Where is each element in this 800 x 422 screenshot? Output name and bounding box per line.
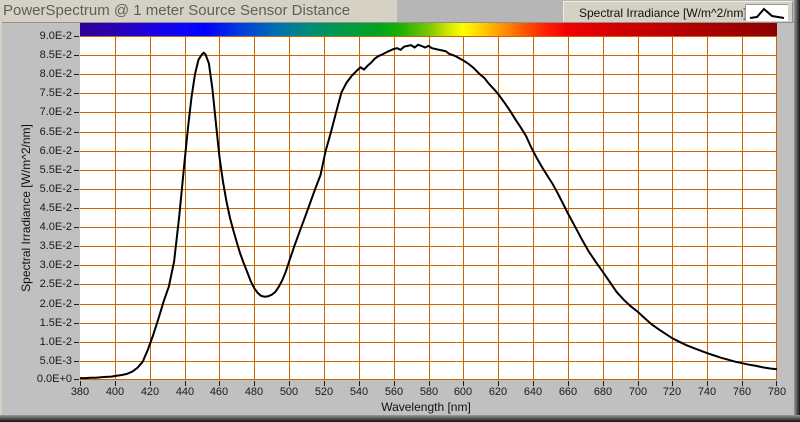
y-axis-tick — [74, 189, 79, 190]
y-axis-tick — [74, 151, 79, 152]
x-tick-label: 500 — [279, 386, 299, 398]
x-tick-label: 700 — [628, 386, 648, 398]
y-tick-label: 6.0E-2 — [39, 145, 72, 157]
x-axis-tick — [185, 381, 186, 386]
x-tick-label: 740 — [697, 386, 717, 398]
y-tick-label: 8.5E-2 — [39, 49, 72, 61]
x-axis-tick — [394, 381, 395, 386]
y-tick-label: 7.0E-2 — [39, 106, 72, 118]
x-tick-label: 420 — [140, 386, 160, 398]
y-tick-label: 8.0E-2 — [39, 68, 72, 80]
plot-area — [80, 36, 777, 380]
y-tick-label: 1.0E-2 — [39, 336, 72, 348]
y-axis-tick — [74, 93, 79, 94]
y-tick-label: 3.5E-2 — [39, 240, 72, 252]
x-axis-tick — [776, 381, 777, 386]
y-tick-label: 0.0E+0 — [36, 373, 72, 385]
y-axis-tick — [74, 132, 79, 133]
legend-label: Spectral Irradiance [W/m^2/nm] — [579, 6, 747, 20]
x-axis-tick — [289, 381, 290, 386]
x-tick-label: 460 — [209, 386, 229, 398]
x-axis-tick — [115, 381, 116, 386]
y-tick-label: 5.5E-2 — [39, 164, 72, 176]
y-axis-tick — [74, 304, 79, 305]
y-tick-label: 7.5E-2 — [39, 87, 72, 99]
x-tick-label: 780 — [767, 386, 787, 398]
y-tick-label: 4.5E-2 — [39, 202, 72, 214]
curve-peak-icon[interactable] — [745, 4, 788, 21]
plot-canvas — [80, 36, 777, 380]
window-right-shadow — [794, 0, 800, 422]
y-axis-tick — [74, 227, 79, 228]
x-tick-label: 560 — [384, 386, 404, 398]
x-tick-label: 720 — [662, 386, 682, 398]
x-axis-tick — [429, 381, 430, 386]
y-axis-tick — [74, 112, 79, 113]
x-tick-label: 680 — [593, 386, 613, 398]
y-tick-label: 2.5E-2 — [39, 278, 72, 290]
x-axis-tick — [219, 381, 220, 386]
y-axis-tick — [74, 361, 79, 362]
x-tick-label: 540 — [349, 386, 369, 398]
y-tick-label: 5.0E-3 — [39, 355, 72, 367]
y-axis-tick — [74, 342, 79, 343]
y-axis-tick — [74, 74, 79, 75]
y-axis-tick — [74, 170, 79, 171]
x-tick-label: 760 — [732, 386, 752, 398]
x-axis-tick — [603, 381, 604, 386]
x-tick-label: 400 — [105, 386, 125, 398]
window-bottom-shadow — [0, 415, 800, 422]
x-tick-label: 600 — [453, 386, 473, 398]
x-tick-label: 380 — [70, 386, 90, 398]
y-tick-label: 3.0E-2 — [39, 259, 72, 271]
spectrum-color-bar — [80, 23, 777, 36]
y-tick-label: 2.0E-2 — [39, 298, 72, 310]
x-tick-label: 480 — [244, 386, 264, 398]
y-tick-label: 6.5E-2 — [39, 126, 72, 138]
x-axis-tick — [533, 381, 534, 386]
x-axis-tick — [80, 381, 81, 386]
x-axis-tick — [568, 381, 569, 386]
y-tick-label: 1.5E-2 — [39, 317, 72, 329]
x-axis-tick — [742, 381, 743, 386]
x-axis-title: Wavelength [nm] — [381, 400, 471, 414]
x-axis-tick — [150, 381, 151, 386]
x-axis-tick — [638, 381, 639, 386]
y-axis-tick — [74, 265, 79, 266]
y-axis-tick — [74, 208, 79, 209]
x-tick-label: 640 — [523, 386, 543, 398]
x-axis-tick — [463, 381, 464, 386]
y-axis-tick — [74, 284, 79, 285]
x-axis-tick — [324, 381, 325, 386]
y-axis-tick — [74, 246, 79, 247]
page-title: PowerSpectrum @ 1 meter Source Sensor Di… — [3, 2, 351, 19]
x-axis-tick — [672, 381, 673, 386]
y-axis-tick — [74, 379, 79, 380]
x-tick-label: 520 — [314, 386, 334, 398]
x-tick-label: 620 — [488, 386, 508, 398]
y-axis-tick — [74, 55, 79, 56]
spectral-irradiance-curve — [80, 43, 777, 380]
y-tick-label: 4.0E-2 — [39, 221, 72, 233]
x-axis-tick — [707, 381, 708, 386]
x-tick-label: 580 — [419, 386, 439, 398]
y-axis-tick — [74, 323, 79, 324]
x-tick-label: 660 — [558, 386, 578, 398]
x-axis-tick — [359, 381, 360, 386]
plot-legend[interactable]: Spectral Irradiance [W/m^2/nm] — [563, 1, 793, 23]
y-axis-tick — [74, 36, 79, 37]
y-tick-label: 9.0E-2 — [39, 30, 72, 42]
x-tick-label: 440 — [175, 386, 195, 398]
x-axis-tick — [498, 381, 499, 386]
x-axis-tick — [254, 381, 255, 386]
y-tick-label: 5.0E-2 — [39, 183, 72, 195]
